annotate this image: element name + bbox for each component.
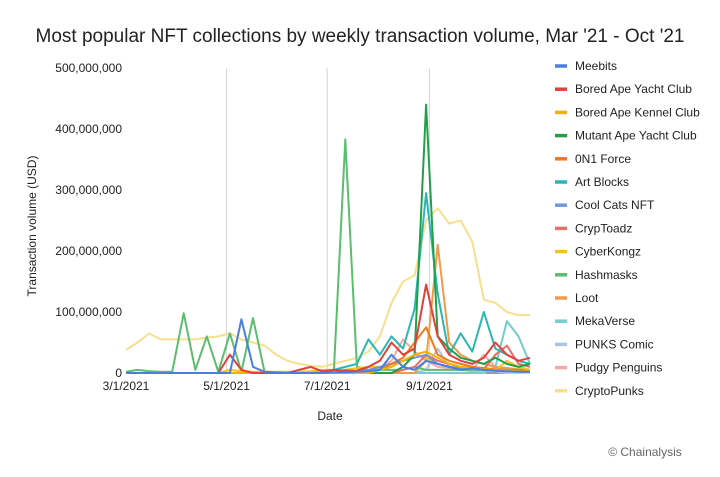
y-tick-label: 100,000,000 <box>55 305 122 319</box>
legend-label-cryptopunks: CryptoPunks <box>575 384 644 398</box>
axis-layer: 0 100,000,000 200,000,000 300,000,000 400,00… <box>55 61 530 393</box>
x-axis-label: Date <box>317 409 343 423</box>
legend-label-cryptoadz: CrypToadz <box>575 221 632 235</box>
legend: Meebits Bored Ape Yacht Club Bored Ape Ken… <box>555 59 700 398</box>
y-tick-label: 500,000,000 <box>55 61 122 75</box>
grid-layer <box>226 68 430 373</box>
chart-title: Most popular NFT collections by weekly t… <box>36 26 685 47</box>
legend-label-hashmasks: Hashmasks <box>575 268 638 282</box>
legend-label-meebits: Meebits <box>575 59 617 73</box>
y-tick-label: 200,000,000 <box>55 244 122 258</box>
x-tick-label: 9/1/2021 <box>406 379 453 393</box>
legend-label-punks-comic: PUNKS Comic <box>575 337 654 351</box>
y-axis-label: Transaction volume (USD) <box>25 156 39 297</box>
series-line-meebits <box>126 318 530 374</box>
y-tick-label: 0 <box>115 366 122 380</box>
series-line-loot <box>126 243 531 374</box>
series-line-mutant-ape-yacht-club <box>126 103 531 374</box>
series-line-art-blocks <box>126 192 531 374</box>
y-tick-label: 300,000,000 <box>55 183 122 197</box>
series-layer <box>125 103 531 374</box>
x-tick-label: 3/1/2021 <box>103 379 150 393</box>
legend-label-mutant-ape-yacht-club: Mutant Ape Yacht Club <box>575 129 697 143</box>
legend-label-pudgy-penguins: Pudgy Penguins <box>575 361 662 375</box>
x-tick-label: 7/1/2021 <box>304 379 351 393</box>
legend-label-bored-ape-kennel-club: Bored Ape Kennel Club <box>575 105 700 119</box>
legend-label-bored-ape-yacht-club: Bored Ape Yacht Club <box>575 82 692 96</box>
y-tick-label: 400,000,000 <box>55 122 122 136</box>
x-tick-label: 5/1/2021 <box>203 379 250 393</box>
chainalysis-credit: © Chainalysis <box>608 445 682 459</box>
series-line-cryptopunks <box>125 207 530 368</box>
legend-label-cool-cats-nft: Cool Cats NFT <box>575 198 655 212</box>
legend-label-cyberkongz: CyberKongz <box>575 245 641 259</box>
series-line-hashmasks <box>125 138 530 374</box>
legend-label-0n1-force: 0N1 Force <box>575 152 631 166</box>
legend-label-art-blocks: Art Blocks <box>575 175 629 189</box>
legend-label-mekaverse: MekaVerse <box>575 314 635 328</box>
legend-label-loot: Loot <box>575 291 599 305</box>
